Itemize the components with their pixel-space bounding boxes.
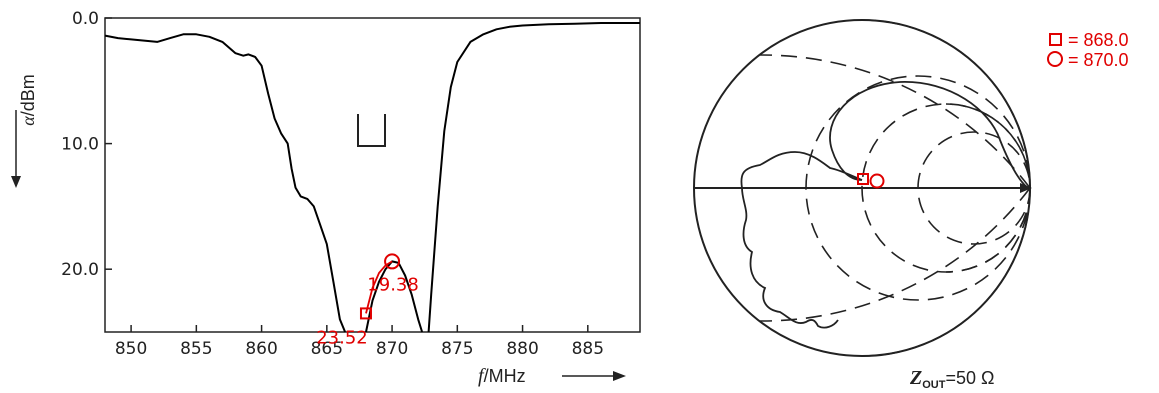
series-line (365, 260, 424, 333)
series-line (427, 22, 640, 333)
x-tick-label: 875 (441, 339, 473, 359)
x-axis-unit: MHz (489, 366, 526, 386)
legend-item-868: = 868.0 (1068, 30, 1129, 50)
plot-frame (104, 17, 641, 333)
series-lines (104, 22, 640, 333)
impedance-trace (740, 81, 1029, 329)
y-axis-symbol: α (18, 116, 38, 126)
svg-text:α/dBm: α/dBm (18, 74, 38, 125)
y-tick-label: 10.0 (61, 135, 99, 155)
x-axis-title: f/MHz (478, 365, 526, 387)
filter-notch-symbol-icon (357, 114, 386, 147)
x-tick-label: 885 (572, 339, 604, 359)
smith-x1-arc (861, 19, 1031, 189)
series-line (104, 33, 347, 333)
smith-legend: = 868.0 = 870.0 (1047, 30, 1129, 70)
y-tick-label: 20.0 (61, 260, 99, 280)
y-tick-label: 0.0 (72, 9, 99, 29)
y-axis-arrowhead (11, 176, 21, 188)
series-line (365, 260, 393, 314)
x-tick-label: 850 (115, 339, 147, 359)
x-tick-label: 855 (180, 339, 212, 359)
x-tick-label: 865 (311, 339, 343, 359)
smith-reference-label: ZOUT=50 Ω (909, 367, 994, 391)
smith-x2-arc (945, 103, 1031, 189)
marker-value-label: 23.52 (316, 327, 368, 348)
smith-marker-circle (869, 173, 885, 189)
legend-circle-icon (1047, 51, 1063, 67)
smith-xneg1-arc (861, 187, 1031, 357)
x-tick-label: 870 (376, 339, 408, 359)
legend-item-870: = 870.0 (1068, 50, 1129, 70)
marker-value-label: 19.38 (367, 274, 419, 295)
markers: 23.52 19.38 (316, 253, 419, 348)
x-axis-symbol: f (478, 365, 486, 387)
x-axis-ticks: 850 855 860 865 870 875 880 885 (115, 325, 604, 359)
smith-grid-dashed (759, 19, 1031, 357)
smith-xneg2-arc (945, 187, 1031, 273)
y-axis-ticks: 0.0 10.0 20.0 (61, 9, 112, 280)
y-axis-unit: dBm (18, 74, 38, 111)
smith-xneg05-arc (759, 187, 1031, 322)
smith-chart: ZOUT=50 Ω = 868.0 = 870.0 (693, 19, 1129, 391)
smith-x05-arc (759, 54, 1031, 189)
x-tick-label: 860 (245, 339, 277, 359)
y-axis-title: α/dBm (18, 74, 38, 125)
attenuation-plot: 850 855 860 865 870 875 880 885 0.0 10.0 20.0 23.… (11, 9, 641, 387)
x-tick-label: 880 (506, 339, 538, 359)
smith-marker-square (857, 173, 869, 185)
marker-square (359, 307, 372, 320)
x-axis-arrowhead (613, 371, 626, 381)
smith-axis-arrowhead (1020, 183, 1032, 193)
marker-circle (384, 253, 401, 270)
legend-square-icon (1049, 33, 1062, 46)
